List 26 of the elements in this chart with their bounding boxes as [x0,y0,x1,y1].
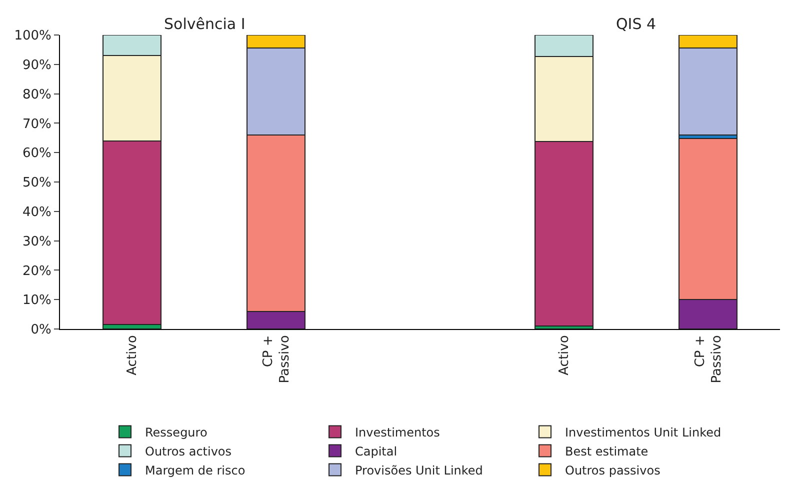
y-tick-label: 40% [22,204,52,220]
y-tick-label: 70% [22,116,52,132]
y-tick-label: 10% [22,293,52,308]
legend-label: Best estimate [565,444,648,458]
y-tick-label: 100% [14,28,52,44]
text: Solvência I [164,15,246,33]
legend-label: Provisões Unit Linked [355,463,483,478]
y-tick-label: 20% [22,264,52,279]
x-tick-label: CP + Passivo [692,335,725,384]
legend-label: Investimentos [355,425,440,440]
y-tick-label: 80% [22,87,52,102]
legend-label: Resseguro [145,425,208,440]
x-tick-label: Activo [125,335,140,376]
y-tick-label: 0% [30,322,52,338]
legend-label: Outros passivos [565,463,660,478]
legend-label: Outros activos [145,444,232,458]
y-tick-label: 50% [22,176,52,191]
legend-label: Investimentos Unit Linked [565,425,722,440]
y-tick-label: 90% [22,58,52,73]
x-tick-label: CP + Passivo [260,335,293,384]
x-tick-label: Activo [557,335,572,376]
y-tick-label: 60% [22,146,52,162]
y-tick-label: 30% [22,234,52,250]
legend-label: Margem de risco [145,463,246,478]
legend-label: Capital [355,444,398,458]
text: QIS 4 [616,15,656,33]
